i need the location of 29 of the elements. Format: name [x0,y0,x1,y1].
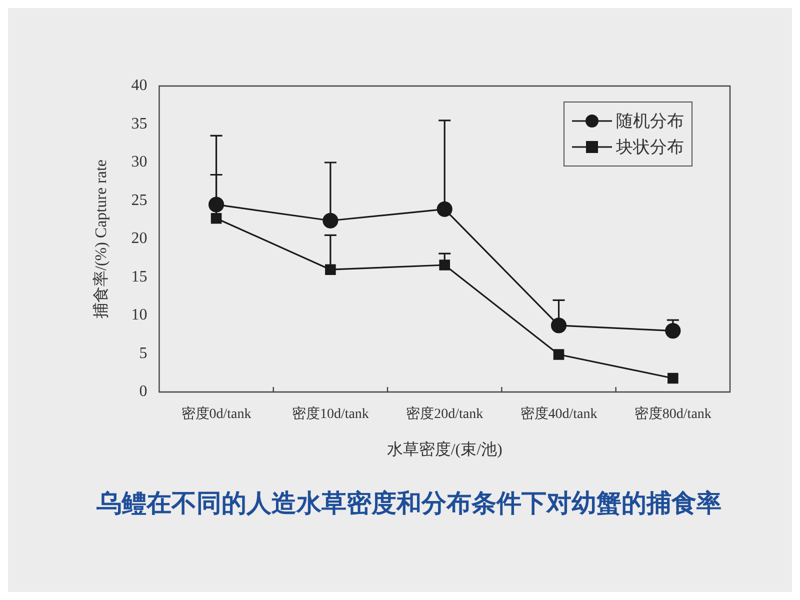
point [550,318,567,334]
point [325,264,336,275]
point [439,260,450,270]
x-tick-label: 密度80d/tank [634,406,712,422]
y-tick-label: 35 [131,115,148,132]
y-tick-label: 0 [139,383,148,400]
y-tick-label: 15 [131,268,148,286]
x-tick-label: 密度40d/tank [520,406,598,422]
point [665,323,681,339]
y-tick-label: 5 [139,344,148,362]
legend-label: 块状分布 [615,137,684,156]
y-tick-label: 40 [131,77,148,94]
y-tick-label: 30 [131,154,148,171]
point [436,201,452,217]
y-axis-title: 捕食率/(%) Capture rate [92,159,110,319]
x-tick-label: 密度10d/tank [292,406,369,422]
point [208,196,224,212]
y-tick-label: 20 [131,230,148,248]
text: 乌鳢在不同的人造水草密度和分布条件下对幼蟹的捕食率 [96,488,722,518]
point [553,349,564,360]
legend-label: 随机分布 [616,111,684,130]
y-tick-label: 10 [131,306,148,324]
x-axis-title: 水草密度/(束/池) [386,440,502,459]
point [668,372,678,384]
point [210,212,222,224]
x-tick-label: 密度0d/tank [181,406,252,422]
y-tick-label: 25 [131,192,148,209]
x-tick-label: 密度20d/tank [406,406,484,422]
point [322,212,338,228]
